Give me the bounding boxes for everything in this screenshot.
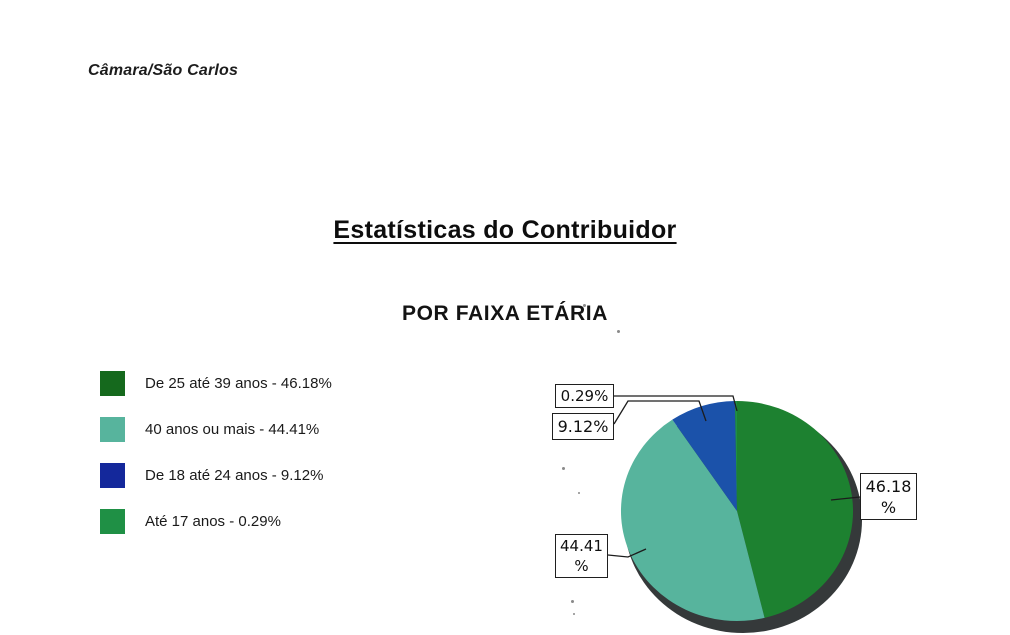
- pie-slice-2: [672, 401, 737, 511]
- legend-swatch-green: [100, 509, 125, 534]
- scan-speck: [562, 467, 565, 470]
- callout-box-0-29: 0.29%: [555, 384, 614, 408]
- pie-slice-0: [737, 401, 854, 618]
- page-title: Estatísticas do Contribuidor: [333, 216, 677, 244]
- legend-swatch-dark-green: [100, 371, 125, 396]
- callout-value: 0.29%: [560, 387, 609, 405]
- pie-slice-1: [620, 419, 765, 622]
- legend-item-label: De 25 até 39 anos - 46.18%: [145, 375, 332, 392]
- page-subtitle: POR FAIXA ETÁRIA: [401, 302, 608, 325]
- legend-swatch-teal: [100, 417, 125, 442]
- legend-item-label: 40 anos ou mais - 44.41%: [145, 421, 320, 438]
- scan-speck: [578, 492, 580, 494]
- chart-legend: De 25 até 39 anos - 46.18% 40 anos ou ma…: [100, 371, 420, 555]
- callout-leader-line-tiny: [614, 395, 738, 412]
- org-label: Câmara/São Carlos: [88, 62, 239, 79]
- callout-value: 44.41: [560, 537, 603, 555]
- legend-item-40-plus: 40 anos ou mais - 44.41%: [100, 417, 420, 442]
- legend-item-18-24: De 18 até 24 anos - 9.12%: [100, 463, 420, 488]
- pie-slices-group: [620, 401, 862, 633]
- legend-swatch-blue: [100, 463, 125, 488]
- callout-leader-line-young: [613, 400, 707, 425]
- subtitle-row: POR FAIXA ETÁRIA: [0, 302, 1010, 326]
- callout-value: 9.12%: [557, 417, 609, 436]
- callout-box-46-18: 46.18 %: [860, 473, 917, 520]
- callout-box-9-12: 9.12%: [552, 413, 614, 440]
- pie-slice-3: [734, 401, 737, 511]
- callout-value: 46.18: [865, 476, 912, 496]
- title-row: Estatísticas do Contribuidor: [0, 216, 1010, 245]
- callout-leader-line-older: [607, 548, 647, 558]
- callout-unit: %: [574, 557, 589, 575]
- legend-item-up-to-17: Até 17 anos - 0.29%: [100, 509, 420, 534]
- scan-speck: [617, 330, 620, 333]
- callout-box-44-41: 44.41 %: [555, 534, 608, 578]
- scan-speck: [573, 613, 575, 615]
- legend-item-label: De 18 até 24 anos - 9.12%: [145, 467, 324, 484]
- legend-item-25-39: De 25 até 39 anos - 46.18%: [100, 371, 420, 396]
- legend-item-label: Até 17 anos - 0.29%: [145, 513, 281, 530]
- callout-unit: %: [880, 497, 897, 517]
- callout-leader-line-adult: [830, 496, 861, 501]
- callout-leaders-group: [607, 395, 861, 558]
- scan-speck: [571, 600, 574, 603]
- scan-speck: [583, 304, 586, 307]
